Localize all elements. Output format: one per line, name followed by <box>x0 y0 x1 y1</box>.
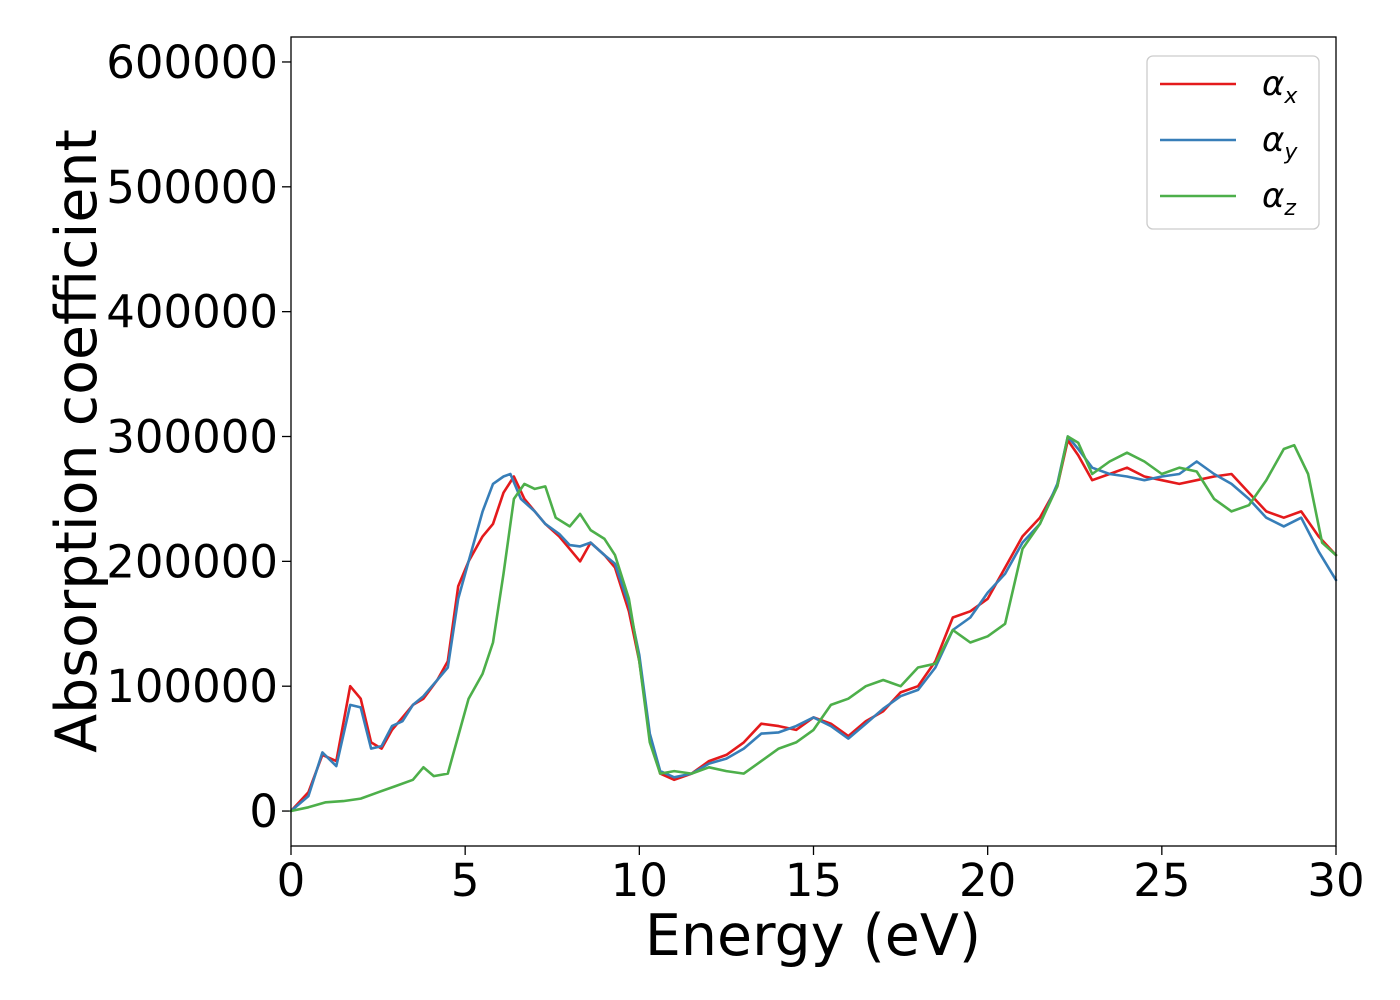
x-tick-label: 20 <box>959 854 1016 907</box>
series-line-alpha-x <box>289 439 1338 813</box>
y-tick-label: 300000 <box>106 411 278 464</box>
y-axis-ticks: 0 100000 200000 300000 400000 500000 600000 <box>106 36 291 838</box>
plot-lines <box>289 435 1338 813</box>
legend-box <box>1146 55 1320 230</box>
x-tick-label: 5 <box>451 854 480 907</box>
y-tick-label: 400000 <box>106 286 278 339</box>
x-tick-label: 30 <box>1307 854 1364 907</box>
x-tick-label: 0 <box>277 854 306 907</box>
x-axis-title: Energy (eV) <box>645 903 981 969</box>
y-axis-title: Absorption coefficient <box>44 129 110 753</box>
x-tick-label: 25 <box>1133 854 1190 907</box>
y-tick-label: 600000 <box>106 36 278 89</box>
y-tick-label: 500000 <box>106 161 278 214</box>
series-line-alpha-z <box>289 435 1338 813</box>
plot-frame <box>290 36 1337 847</box>
x-axis-ticks: 0 5 10 15 20 25 30 <box>277 846 1365 907</box>
x-tick-label: 15 <box>785 854 842 907</box>
y-tick-label: 0 <box>249 785 278 838</box>
series-line-alpha-y <box>289 435 1338 813</box>
x-tick-label: 10 <box>611 854 668 907</box>
y-tick-label: 200000 <box>106 535 278 588</box>
y-tick-label: 100000 <box>106 660 278 713</box>
